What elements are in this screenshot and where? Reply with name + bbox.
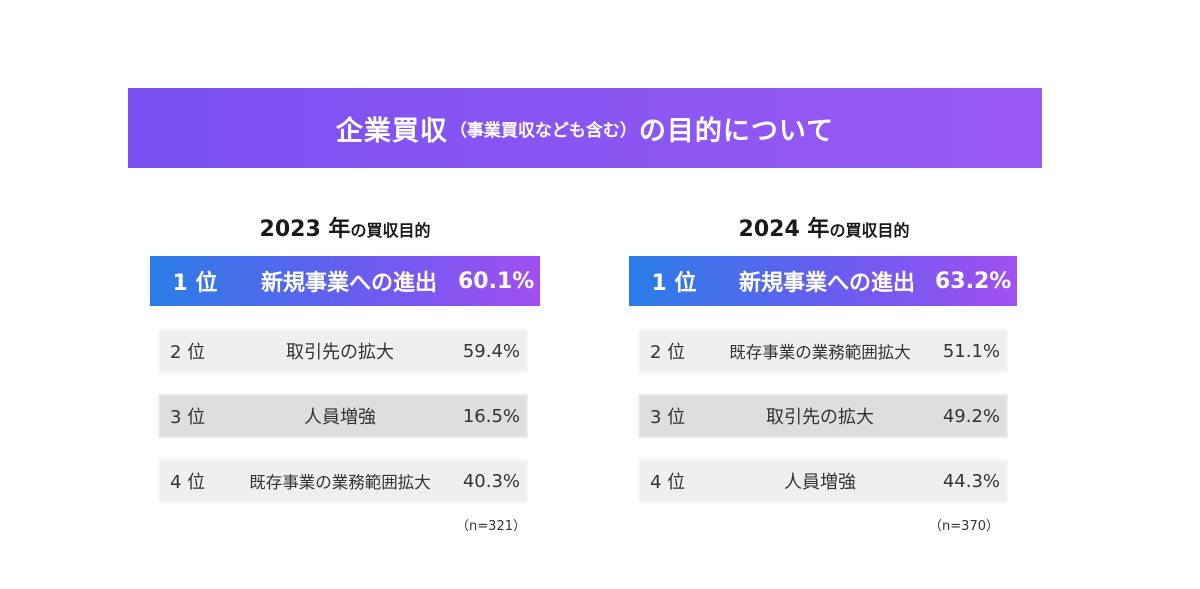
rank-2-row: 2 位 取引先の拡大 59.4%: [158, 329, 528, 373]
purpose-label: 取引先の拡大: [766, 407, 874, 428]
title-tail: の目的について: [638, 115, 835, 147]
rank-2-row: 2 位 既存事業の業務範囲拡大 51.1%: [638, 329, 1008, 373]
rank-label: 3 位: [170, 407, 206, 428]
rank-label: 3 位: [650, 407, 686, 428]
panel-2023: 2023 年の買収目的 1 位 新規事業への進出 60.1% 2 位 取引先の拡…: [150, 205, 540, 545]
rank-label: 2 位: [650, 342, 686, 363]
purpose-label: 新規事業への進出: [738, 271, 915, 296]
rank-label: 1 位: [172, 271, 218, 296]
title-main: 企業買収: [335, 115, 448, 147]
purpose-label: 新規事業への進出: [260, 271, 437, 296]
percent-value: 51.1%: [942, 340, 1000, 362]
percent-value: 63.2%: [935, 268, 1012, 294]
purpose-label: 既存事業の業務範囲拡大: [729, 343, 911, 362]
rank-1-row: 1 位 新規事業への進出 63.2%: [629, 256, 1017, 306]
percent-value: 60.1%: [458, 268, 535, 294]
panel-subtitle: の買収目的: [829, 221, 910, 240]
rank-label: 1 位: [651, 271, 697, 296]
rank-3-row: 3 位 人員増強 16.5%: [158, 394, 528, 438]
rank-label: 4 位: [650, 472, 686, 493]
rank-label: 2 位: [170, 342, 206, 363]
panel-title: 2023 年の買収目的: [150, 211, 540, 243]
title-banner: 企業買収 （事業買収なども含む） の目的について: [128, 88, 1042, 168]
rank-4-row: 4 位 既存事業の業務範囲拡大 40.3%: [158, 459, 528, 503]
percent-value: 16.5%: [462, 405, 520, 427]
sample-size: （n=370）: [929, 519, 999, 534]
title-paren: （事業買収なども含む）: [449, 120, 637, 141]
rank-3-row: 3 位 取引先の拡大 49.2%: [638, 394, 1008, 438]
rank-4-row: 4 位 人員増強 44.3%: [638, 459, 1008, 503]
panel-year: 2024 年: [738, 217, 830, 242]
panel-subtitle: の買収目的: [350, 221, 431, 240]
percent-value: 40.3%: [462, 470, 520, 492]
rank-label: 4 位: [170, 472, 206, 493]
purpose-label: 取引先の拡大: [286, 342, 394, 363]
panel-year: 2023 年: [259, 217, 351, 242]
purpose-label: 人員増強: [304, 407, 376, 428]
percent-value: 49.2%: [942, 405, 1000, 427]
sample-size: （n=321）: [456, 519, 526, 534]
percent-value: 44.3%: [942, 470, 1000, 492]
rank-1-row: 1 位 新規事業への進出 60.1%: [150, 256, 540, 306]
panel-title: 2024 年の買収目的: [629, 211, 1019, 243]
purpose-label: 既存事業の業務範囲拡大: [249, 473, 431, 492]
panel-2024: 2024 年の買収目的 1 位 新規事業への進出 63.2% 2 位 既存事業の…: [629, 205, 1019, 545]
percent-value: 59.4%: [462, 340, 520, 362]
purpose-label: 人員増強: [784, 472, 856, 493]
